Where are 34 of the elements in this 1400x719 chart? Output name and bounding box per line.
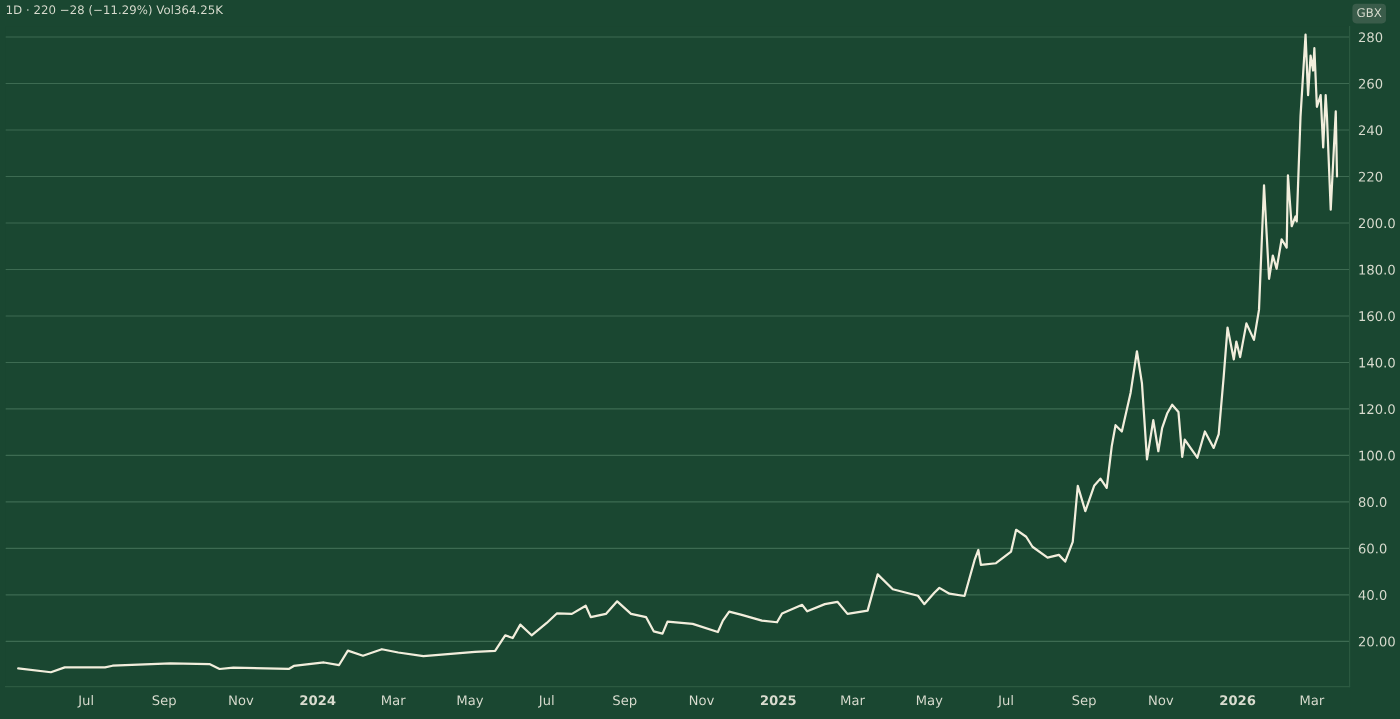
x-tick-label: 2025 xyxy=(760,695,796,706)
line-series xyxy=(17,33,1339,674)
x-tick-label: Sep xyxy=(613,695,637,708)
y-tick-label: 140.0 xyxy=(1359,357,1395,368)
y-tick-label: 120.0 xyxy=(1359,404,1395,415)
x-tick-label: Mar xyxy=(1300,695,1325,706)
x-tick-label: 2026 xyxy=(1220,695,1256,706)
x-tick-label: Sep xyxy=(152,695,176,708)
x-tick-label: Mar xyxy=(841,695,865,706)
x-tick-label: May xyxy=(916,695,943,708)
x-tick-label: 2024 xyxy=(300,695,336,706)
x-tick-label: Sep xyxy=(1072,695,1096,708)
y-tick-label: 60.0 xyxy=(1358,543,1387,554)
x-tick-label: Nov xyxy=(1149,695,1174,706)
y-tick-label: 40.0 xyxy=(1358,590,1387,601)
y-tick-label: 80.0 xyxy=(1358,497,1387,508)
y-tick-label: 100.0 xyxy=(1359,450,1395,461)
y-tick-label: 260 xyxy=(1358,78,1383,89)
y-tick-label: 240 xyxy=(1358,125,1383,136)
x-tick-label: Nov xyxy=(229,695,254,706)
y-tick-label: 200.0 xyxy=(1358,218,1395,229)
x-tick-label: Mar xyxy=(382,695,406,706)
x-tick-label: Jul xyxy=(77,694,93,708)
y-tick-label: 220 xyxy=(1358,171,1383,182)
text: GBX xyxy=(1357,8,1382,18)
x-tick-label: Jul xyxy=(538,694,554,708)
y-tick-label: 280 xyxy=(1358,32,1383,43)
y-tick-label: 160.0 xyxy=(1359,311,1395,322)
y-tick-label: 180.0 xyxy=(1359,264,1395,275)
chart-title: 1D · 220 −28 (−11.29%) Vol364.25K xyxy=(6,5,224,16)
y-tick-label: 20.00 xyxy=(1358,636,1395,647)
x-tick-label: Nov xyxy=(689,695,714,706)
x-tick-label: Jul xyxy=(997,694,1013,708)
x-tick-label: May xyxy=(457,695,484,708)
